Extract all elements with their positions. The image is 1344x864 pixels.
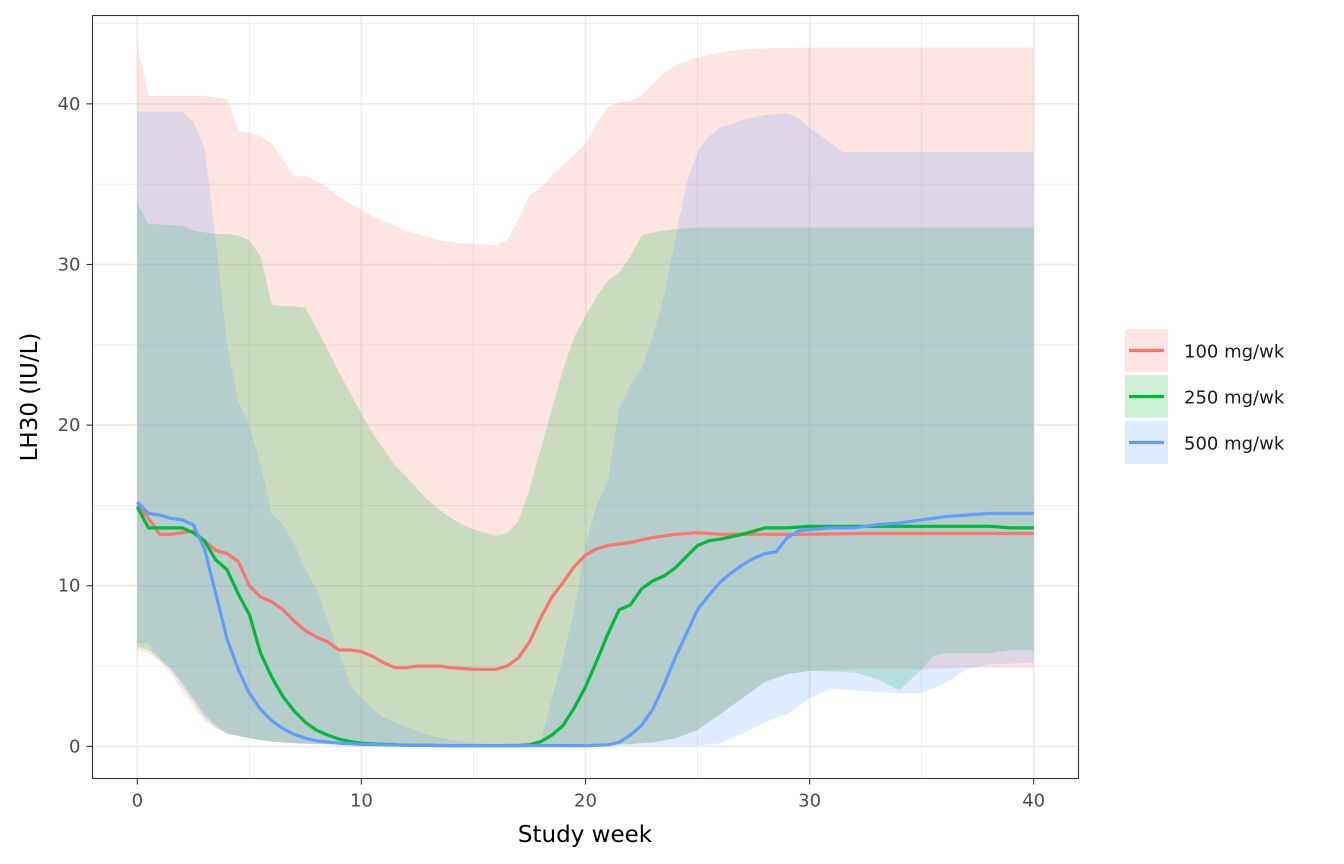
x-tick-label: 0	[132, 791, 143, 812]
ribbon-series-2	[137, 203, 1034, 746]
legend-label: 250 mg/wk	[1184, 388, 1285, 409]
legend-label: 500 mg/wk	[1184, 434, 1285, 455]
x-tick-label: 20	[574, 791, 597, 812]
ribbon-series-1	[137, 44, 1034, 746]
y-tick-label: 30	[58, 254, 81, 275]
y-tick-label: 40	[58, 94, 81, 115]
x-tick-label: 10	[350, 791, 373, 812]
y-tick-label: 20	[58, 415, 81, 436]
legend-item: 250 mg/wk	[1125, 375, 1285, 418]
y-tick-label: 10	[58, 576, 81, 597]
median-line-series-2	[135, 506, 1034, 748]
median-line-series-1	[136, 504, 1034, 671]
x-tick-label: 30	[798, 791, 821, 812]
x-tick-label: 40	[1022, 791, 1045, 812]
legend: 100 mg/wk 250 mg/wk 500 mg/wk	[1125, 329, 1285, 464]
y-tick-label: 0	[69, 736, 80, 757]
ribbon-series-3	[137, 111, 1034, 746]
y-axis-title: LH30 (IU/L)	[17, 333, 43, 462]
legend-item: 100 mg/wk	[1125, 329, 1285, 372]
median-line-series-3	[136, 501, 1034, 748]
legend-label: 100 mg/wk	[1184, 342, 1285, 363]
ribbon-layer	[137, 44, 1034, 746]
median-line-layer	[135, 501, 1034, 748]
x-axis-title: Study week	[518, 822, 653, 848]
y-axis: 0 10 20 30 40	[58, 94, 93, 757]
x-axis: 0 10 20 30 40	[132, 778, 1045, 812]
legend-item: 500 mg/wk	[1125, 421, 1285, 464]
